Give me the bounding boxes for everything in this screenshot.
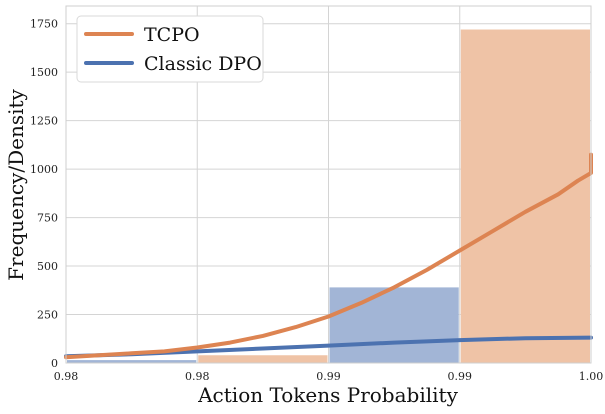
x-axis-label: Action Tokens Probability bbox=[197, 383, 458, 407]
y-tick-label: 1250 bbox=[30, 115, 58, 128]
x-tick-label: 0.99 bbox=[316, 370, 341, 383]
y-tick-labels: 0 250 500 750 1000 1250 1500 1750 bbox=[30, 18, 58, 370]
y-tick-label: 1000 bbox=[30, 163, 58, 176]
y-tick-label: 500 bbox=[37, 260, 58, 273]
bar-classic-dpo bbox=[329, 287, 459, 363]
y-tick-label: 250 bbox=[37, 309, 58, 322]
legend-label-tcpo: TCPO bbox=[144, 24, 200, 46]
y-tick-label: 1750 bbox=[30, 18, 58, 31]
y-tick-label: 750 bbox=[37, 212, 58, 225]
bar-tcpo bbox=[460, 29, 590, 364]
legend: TCPO Classic DPO bbox=[76, 15, 264, 83]
y-tick-label: 1500 bbox=[30, 66, 58, 79]
x-tick-label: 0.98 bbox=[185, 370, 210, 383]
y-axis-label: Frequency/Density bbox=[4, 88, 28, 280]
legend-label-classic-dpo: Classic DPO bbox=[144, 53, 262, 75]
x-tick-label: 0.98 bbox=[54, 370, 79, 383]
x-tick-label: 1.00 bbox=[579, 370, 604, 383]
bar-classic-dpo bbox=[67, 360, 197, 363]
x-tick-labels: 0.98 0.98 0.99 0.99 1.00 bbox=[54, 370, 604, 383]
x-tick-label: 0.99 bbox=[448, 370, 473, 383]
plot-frame bbox=[65, 5, 592, 364]
bars bbox=[67, 29, 590, 364]
bar-tcpo bbox=[198, 355, 328, 363]
y-tick-label: 0 bbox=[51, 357, 58, 370]
